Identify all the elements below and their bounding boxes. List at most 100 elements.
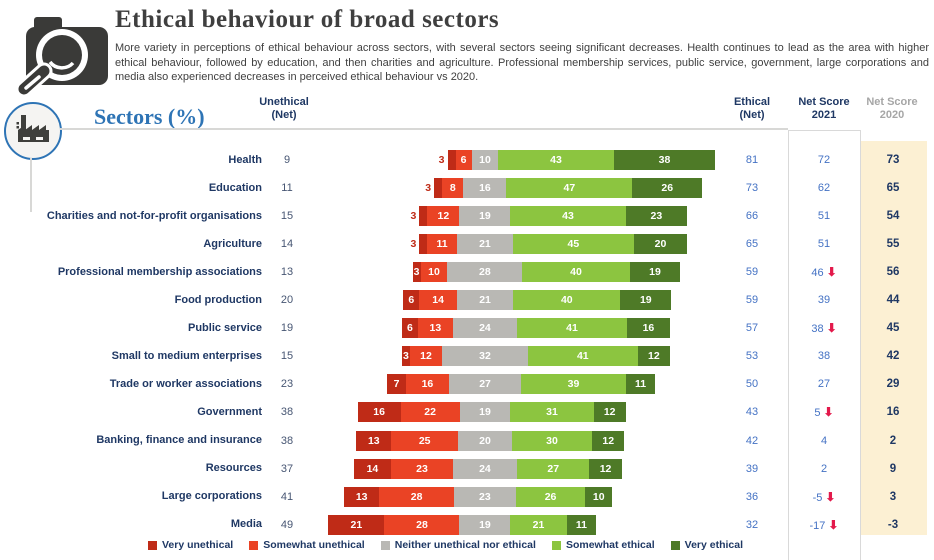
- segment-very-unethical: 13: [356, 431, 392, 451]
- segment-very-ethical: 12: [637, 346, 670, 366]
- net-score-2020-value: 29: [886, 378, 900, 390]
- net-score-2021-number: 2: [820, 463, 828, 475]
- ethical-net-value: 73: [745, 182, 759, 194]
- page-subtitle: More variety in perceptions of ethical b…: [115, 42, 929, 83]
- segment-very-unethical: 3: [412, 262, 421, 282]
- segment-somewhat-unethical: 10: [420, 262, 448, 282]
- column-header-net-score-2021: Net Score 2021: [798, 96, 850, 121]
- net-score-2021-number: 51: [817, 210, 831, 222]
- legend-label: Very unethical: [162, 539, 234, 551]
- segment-very-ethical: 10: [585, 487, 613, 507]
- segment-neither-unethical-nor-ethical: 16: [463, 178, 507, 198]
- very-unethical-outside-label: 3: [425, 182, 432, 194]
- segment-somewhat-ethical: 41: [517, 318, 627, 338]
- segment-neither-unethical-nor-ethical: 32: [442, 346, 528, 366]
- legend-item: Very unethical: [148, 539, 233, 551]
- segment-somewhat-ethical: 31: [510, 402, 594, 422]
- legend-item: Neither unethical nor ethical: [380, 539, 536, 551]
- segment-very-unethical: [419, 206, 428, 226]
- ethical-net-value: 43: [745, 406, 759, 418]
- net-score-2020-value: 55: [886, 238, 900, 250]
- header-divider-line: [60, 128, 788, 130]
- very-unethical-outside-label: 3: [410, 210, 417, 222]
- segment-very-ethical: 19: [620, 290, 672, 310]
- unethical-net-value: 41: [280, 491, 294, 503]
- segment-very-ethical: 11: [566, 515, 597, 535]
- legend-item: Somewhat unethical: [249, 539, 365, 551]
- segment-very-unethical: [419, 234, 428, 254]
- ethical-net-value: 53: [745, 350, 759, 362]
- stacked-bar: 3 12 32 41 12: [401, 346, 670, 366]
- net-score-2021-column-frame: [788, 130, 861, 560]
- ethical-net-value: 32: [745, 519, 759, 531]
- segment-somewhat-ethical: 39: [521, 374, 626, 394]
- stacked-bar: 7 16 27 39 11: [387, 374, 656, 394]
- legend-label: Very ethical: [684, 539, 744, 551]
- unethical-net-value: 9: [283, 154, 291, 166]
- stacked-bar: 12 19 43 23: [419, 206, 688, 226]
- segment-somewhat-unethical: 11: [427, 234, 457, 254]
- segment-very-unethical: 13: [344, 487, 380, 507]
- segment-very-unethical: 6: [401, 318, 418, 338]
- sector-label: Charities and not-for-profit organisatio…: [46, 209, 262, 222]
- decrease-arrow-icon: ⬇: [828, 518, 839, 532]
- net-score-2021-value: 4: [794, 431, 854, 451]
- segment-very-ethical: 12: [592, 431, 625, 451]
- sector-label: Resources: [205, 462, 262, 475]
- badge-connector-line: [30, 158, 32, 212]
- net-score-2020-value: -3: [887, 519, 899, 531]
- segment-neither-unethical-nor-ethical: 28: [447, 262, 523, 282]
- segment-very-unethical: [447, 150, 456, 170]
- sector-label: Agriculture: [203, 237, 262, 250]
- net-score-2021-value: 51: [794, 234, 854, 254]
- net-score-2021-number: 72: [817, 154, 831, 166]
- unethical-net-value: 38: [280, 406, 294, 418]
- segment-very-ethical: 12: [593, 402, 626, 422]
- stacked-bar: 3 10 28 40 19: [412, 262, 681, 282]
- net-score-2020-value: 3: [889, 491, 897, 503]
- segment-neither-unethical-nor-ethical: 20: [458, 431, 512, 451]
- segment-neither-unethical-nor-ethical: 19: [459, 206, 511, 226]
- segment-somewhat-unethical: 12: [427, 206, 460, 226]
- sectors-axis-title: Sectors (%): [94, 104, 205, 129]
- net-score-2020-value: 16: [886, 406, 900, 418]
- segment-somewhat-unethical: 25: [391, 431, 459, 451]
- sector-label: Trade or worker associations: [109, 377, 262, 390]
- legend-item: Somewhat ethical: [551, 539, 655, 551]
- net-score-2021-number: -5: [812, 492, 823, 504]
- unethical-net-value: 14: [280, 238, 294, 250]
- segment-neither-unethical-nor-ethical: 24: [452, 318, 518, 338]
- segment-somewhat-ethical: 21: [510, 515, 567, 535]
- unethical-net-value: 13: [280, 266, 294, 278]
- sector-label: Government: [197, 405, 262, 418]
- ethical-net-value: 66: [745, 210, 759, 222]
- segment-somewhat-unethical: 14: [419, 290, 457, 310]
- very-unethical-outside-label: 3: [410, 238, 417, 250]
- ethical-net-value: 50: [745, 378, 759, 390]
- segment-very-ethical: 16: [626, 318, 670, 338]
- legend-swatch-icon: [380, 540, 390, 550]
- legend-swatch-icon: [670, 540, 680, 550]
- column-header-unethical-net: Unethical (Net): [259, 96, 309, 121]
- stacked-bar: 8 16 47 26: [434, 178, 703, 198]
- decrease-arrow-icon: ⬇: [826, 321, 837, 335]
- legend-item: Very ethical: [670, 539, 744, 551]
- segment-very-unethical: 7: [387, 374, 406, 394]
- net-score-2021-value: 5 ⬇: [794, 402, 854, 422]
- sector-label: Media: [230, 518, 262, 531]
- stacked-bar: 21 28 19 21 11: [328, 515, 597, 535]
- segment-very-ethical: 11: [625, 374, 656, 394]
- net-score-2021-number: 27: [817, 378, 831, 390]
- net-score-2021-number: 39: [817, 294, 831, 306]
- segment-very-ethical: 26: [632, 178, 703, 198]
- segment-very-unethical: 3: [401, 346, 410, 366]
- segment-very-unethical: 6: [403, 290, 420, 310]
- sector-label: Education: [208, 181, 262, 194]
- factory-icon: [15, 114, 51, 149]
- legend-swatch-icon: [148, 540, 157, 550]
- segment-neither-unethical-nor-ethical: 24: [452, 459, 518, 479]
- segment-somewhat-unethical: 16: [405, 374, 449, 394]
- segment-somewhat-ethical: 45: [513, 234, 634, 254]
